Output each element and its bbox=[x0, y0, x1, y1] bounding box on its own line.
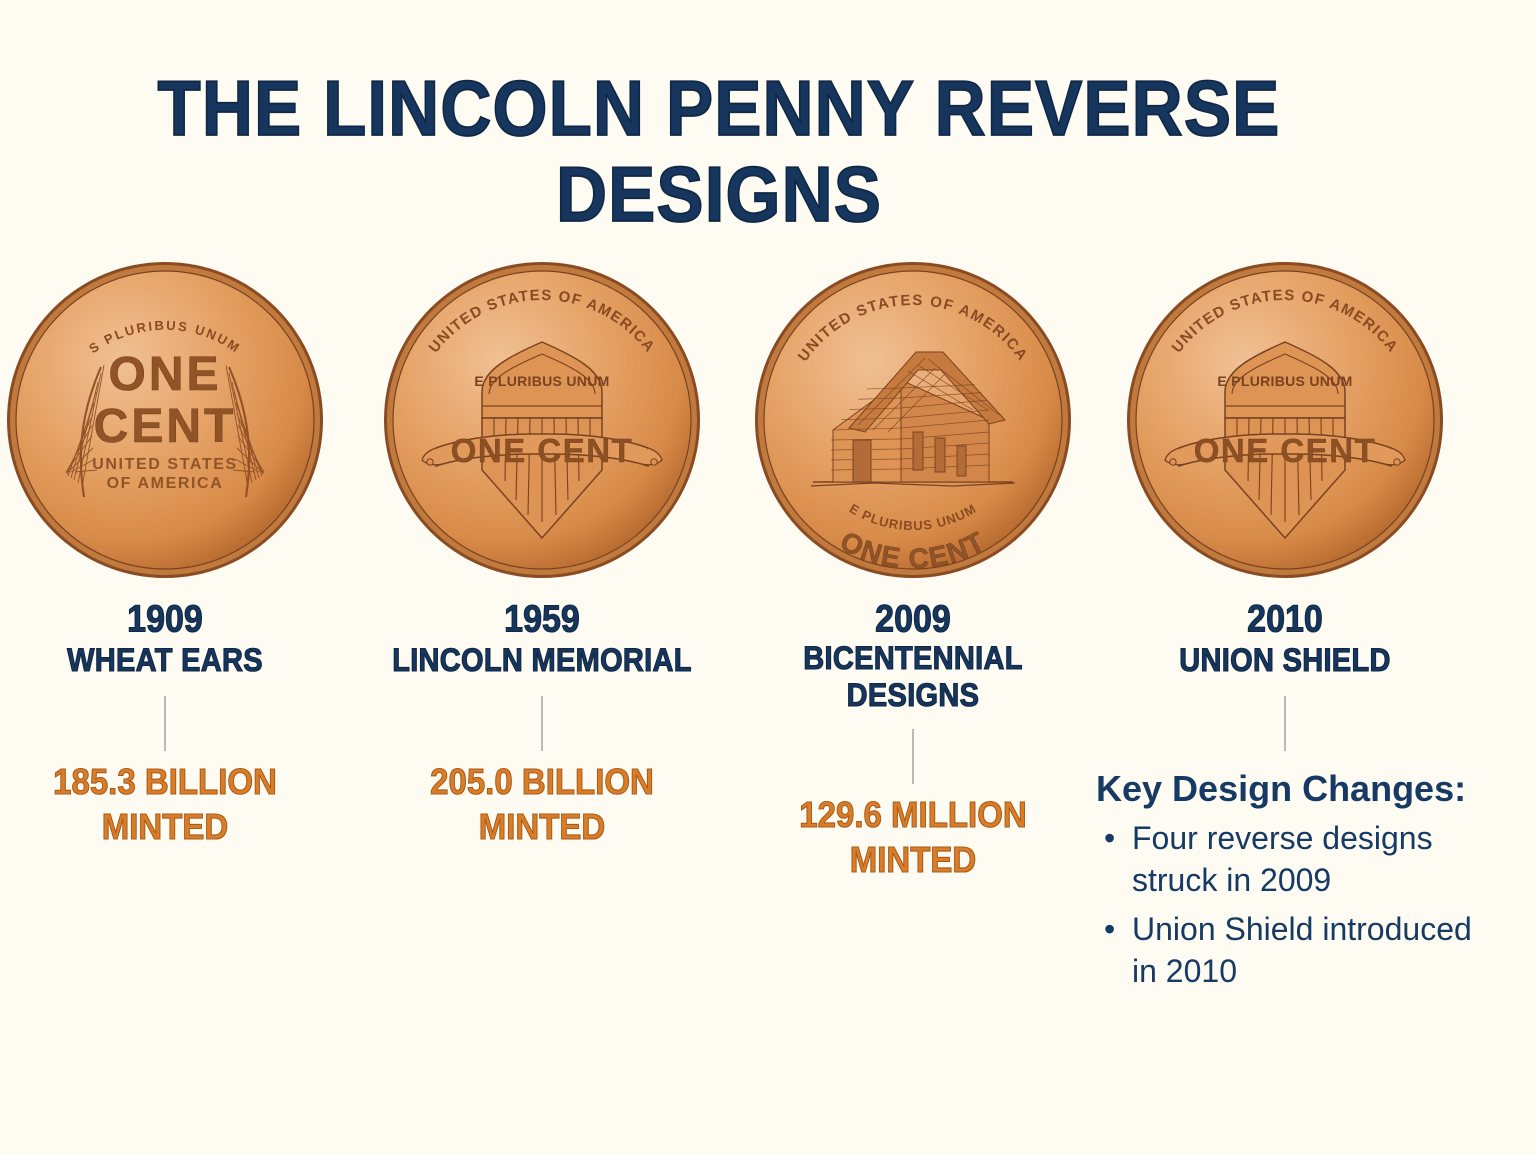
svg-text:CENT: CENT bbox=[94, 400, 237, 453]
svg-text:E PLURIBUS UNUM: E PLURIBUS UNUM bbox=[1217, 373, 1352, 389]
svg-text:OF AMERICA: OF AMERICA bbox=[107, 475, 224, 492]
svg-text:E PLURIBUS UNUM: E PLURIBUS UNUM bbox=[474, 373, 609, 389]
svg-text:ONE: ONE bbox=[108, 348, 221, 401]
svg-text:UNITED STATES: UNITED STATES bbox=[92, 456, 238, 473]
svg-text:ONE CENT: ONE CENT bbox=[1194, 432, 1377, 469]
svg-text:ONE CENT: ONE CENT bbox=[451, 432, 634, 469]
